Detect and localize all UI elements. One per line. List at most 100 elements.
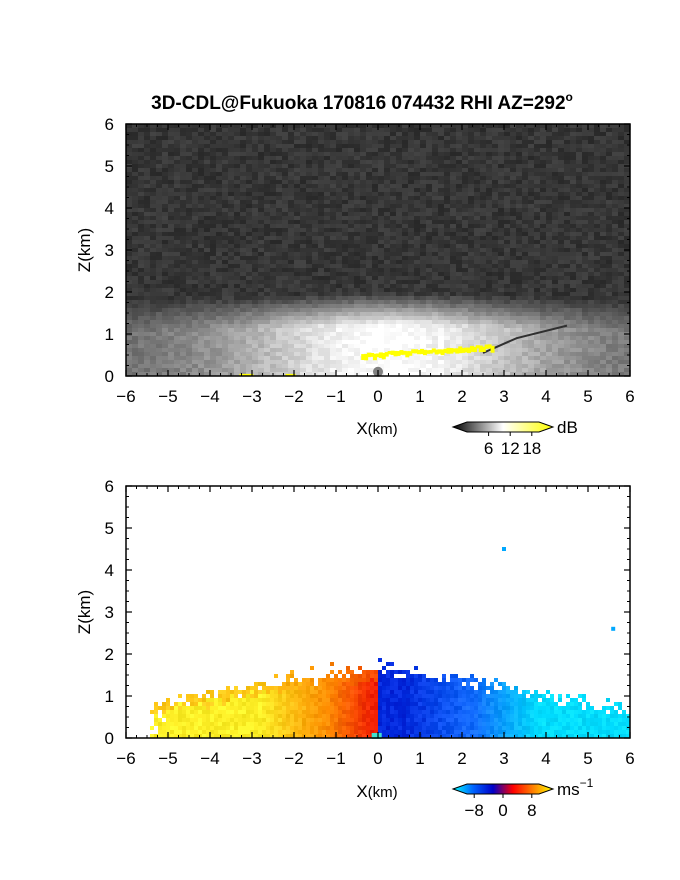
x-tick-label: −3 bbox=[242, 749, 261, 768]
saturated-echo bbox=[443, 348, 448, 353]
saturated-echo bbox=[414, 349, 419, 354]
velocity-y-axis: 0 1 2 3 4 5 6 bbox=[105, 477, 630, 748]
x-tick-label: 5 bbox=[583, 749, 592, 768]
saturated-echo bbox=[425, 350, 430, 354]
x-tick-label: −6 bbox=[116, 749, 135, 768]
saturated-echo bbox=[420, 348, 424, 355]
backscatter-y-axis: 0 1 2 3 4 5 6 bbox=[105, 115, 630, 386]
x-tick-label: 1 bbox=[415, 749, 424, 768]
saturated-echo bbox=[372, 353, 377, 361]
colorbar-tick-label: 0 bbox=[498, 801, 507, 820]
saturated-echo bbox=[449, 348, 454, 354]
radar-site-echo bbox=[371, 732, 382, 739]
saturated-echo bbox=[399, 350, 404, 355]
saturated-echo bbox=[484, 344, 489, 349]
colorbar-unit: ms−1 bbox=[557, 776, 594, 799]
saturated-echo bbox=[422, 349, 427, 356]
y-tick-label: 3 bbox=[105, 603, 114, 622]
saturated-echo bbox=[472, 346, 477, 353]
saturated-echo bbox=[384, 352, 389, 357]
colorbar-tick-label: 6 bbox=[484, 439, 493, 458]
saturated-echo bbox=[408, 351, 413, 356]
colorbar-scale bbox=[451, 783, 555, 795]
velocity-heatmap bbox=[150, 547, 630, 739]
chart-title-superscript: o bbox=[566, 90, 573, 104]
x-tick-label: −2 bbox=[284, 749, 303, 768]
saturated-echo bbox=[452, 348, 457, 353]
chart-title-main: 3D-CDL@Fukuoka 170816 074432 RHI AZ=292 bbox=[151, 93, 565, 114]
y-tick-label: 1 bbox=[105, 687, 114, 706]
x-tick-label: −4 bbox=[200, 387, 219, 406]
x-tick-label: 0 bbox=[373, 749, 382, 768]
saturated-echo bbox=[437, 349, 442, 354]
velocity-colorbar: −8 0 8 ms−1 bbox=[451, 776, 594, 820]
x-tick-label: 4 bbox=[541, 387, 550, 406]
saturated-echo bbox=[481, 346, 486, 352]
x-tick-label: −5 bbox=[158, 749, 177, 768]
y-tick-label: 3 bbox=[105, 241, 114, 260]
x-tick-label: 2 bbox=[457, 749, 466, 768]
saturated-echo bbox=[469, 345, 474, 352]
y-tick-label: 0 bbox=[105, 729, 114, 748]
saturated-echo bbox=[440, 349, 445, 356]
saturated-echo bbox=[411, 349, 416, 354]
saturated-echo bbox=[431, 348, 436, 353]
velocity-y-axis-label: Z(km) bbox=[75, 590, 94, 634]
y-tick-label: 0 bbox=[105, 367, 114, 386]
x-tick-label: 0 bbox=[373, 387, 382, 406]
colorbar-tick-label: 8 bbox=[527, 801, 536, 820]
backscatter-heatmap bbox=[126, 124, 630, 377]
saturated-echo bbox=[390, 350, 395, 356]
x-tick-label: −3 bbox=[242, 387, 261, 406]
x-tick-label: −5 bbox=[158, 387, 177, 406]
backscatter-x-axis-label: X(km) bbox=[356, 419, 397, 438]
saturated-echo bbox=[381, 352, 386, 360]
saturated-echo bbox=[405, 351, 410, 358]
saturated-echo bbox=[461, 347, 466, 353]
saturated-echo bbox=[387, 351, 392, 355]
x-tick-label: 4 bbox=[541, 749, 550, 768]
x-tick-label: −1 bbox=[326, 749, 345, 768]
saturated-echo bbox=[467, 347, 472, 354]
saturated-echo bbox=[402, 350, 407, 355]
colorbar-tick-label: −8 bbox=[465, 801, 484, 820]
saturated-echo bbox=[370, 352, 375, 357]
colorbar-unit: dB bbox=[557, 418, 578, 437]
saturated-echo bbox=[446, 347, 451, 354]
saturated-echo bbox=[396, 351, 401, 356]
saturated-echo bbox=[375, 353, 380, 358]
saturated-echo bbox=[458, 346, 463, 354]
saturated-echo bbox=[428, 350, 433, 354]
saturated-echo bbox=[364, 353, 369, 361]
x-tick-label: −6 bbox=[116, 387, 135, 406]
saturated-echo bbox=[475, 345, 480, 349]
saturated-echo bbox=[393, 350, 398, 357]
y-tick-label: 6 bbox=[105, 115, 114, 134]
y-tick-label: 4 bbox=[105, 199, 114, 218]
colorbar-scale bbox=[451, 421, 555, 433]
surface-echo bbox=[239, 373, 254, 376]
x-tick-label: 3 bbox=[499, 749, 508, 768]
isolated-echo bbox=[502, 547, 506, 551]
saturated-echo bbox=[478, 345, 483, 353]
x-tick-label: 6 bbox=[625, 749, 634, 768]
x-tick-label: −1 bbox=[326, 387, 345, 406]
colorbar-tick-label: 18 bbox=[522, 439, 541, 458]
y-tick-label: 5 bbox=[105, 157, 114, 176]
y-tick-label: 6 bbox=[105, 477, 114, 496]
y-tick-label: 5 bbox=[105, 519, 114, 538]
y-tick-label: 4 bbox=[105, 561, 114, 580]
colorbar-tick-label: 12 bbox=[501, 439, 520, 458]
x-tick-label: 6 bbox=[625, 387, 634, 406]
x-tick-label: 1 bbox=[415, 387, 424, 406]
backscatter-y-axis-label: Z(km) bbox=[75, 228, 94, 272]
saturated-echo bbox=[417, 349, 422, 355]
y-tick-label: 2 bbox=[105, 283, 114, 302]
surface-echo bbox=[285, 373, 296, 376]
x-tick-label: −4 bbox=[200, 749, 219, 768]
x-tick-label: 5 bbox=[583, 387, 592, 406]
x-tick-label: 2 bbox=[457, 387, 466, 406]
isolated-echo bbox=[611, 626, 616, 631]
